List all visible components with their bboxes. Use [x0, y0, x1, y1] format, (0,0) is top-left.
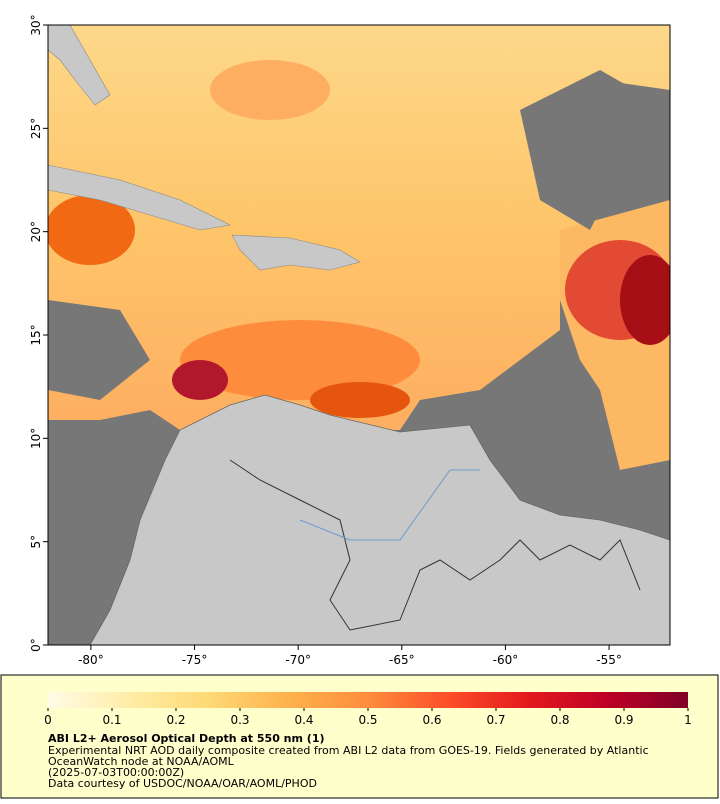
- colorbar-tick-label: 0.4: [294, 713, 313, 727]
- land: [89, 394, 670, 645]
- border: [229, 459, 641, 631]
- lon-tick-label: -65°: [389, 653, 415, 667]
- map: [48, 25, 670, 645]
- colorbar-ramp: [48, 692, 688, 708]
- lon-tick-label: -75°: [182, 653, 208, 667]
- description: OceanWatch node at NOAA/AOML: [48, 755, 235, 768]
- lat-tick-label: 5°: [29, 535, 43, 549]
- lat-tick-label: 20°: [29, 221, 43, 242]
- colorbar-tick-label: 0.9: [614, 713, 633, 727]
- credit: Data courtesy of USDOC/NOAA/OAR/AOML/PHO…: [48, 777, 317, 790]
- lon-tick-label: -60°: [493, 653, 519, 667]
- aerosol-plume: [180, 320, 420, 400]
- river: [299, 469, 480, 541]
- lon-tick-label: -55°: [596, 653, 622, 667]
- lat-tick-label: 25°: [29, 118, 43, 139]
- lat-tick-label: 0°: [29, 638, 43, 652]
- title: ABI L2+ Aerosol Optical Depth at 550 nm …: [48, 732, 325, 745]
- land: [48, 25, 111, 106]
- lon-tick-label: -80°: [78, 653, 104, 667]
- lat-tick-label: 15°: [29, 324, 43, 345]
- no-data: [48, 300, 150, 400]
- colorbar-tick-label: 0.6: [422, 713, 441, 727]
- aerosol-plume: [620, 255, 670, 345]
- land: [231, 234, 361, 271]
- colorbar-tick-label: 0.1: [102, 713, 121, 727]
- lat-tick-label: 30°: [29, 14, 43, 35]
- colorbar: 0 0.1 0.2 0.3 0.4 0.5 0.6 0.7 0.8 0.9 1: [44, 692, 692, 727]
- no-data: [520, 70, 670, 230]
- colorbar-tick-label: 0.3: [230, 713, 249, 727]
- timestamp: (2025-07-03T00:00:00Z): [48, 766, 184, 779]
- aerosol-plume: [210, 60, 330, 120]
- aerosol-plume: [310, 382, 410, 418]
- colorbar-tick-label: 0.2: [166, 713, 185, 727]
- colorbar-tick-label: 0.7: [486, 713, 505, 727]
- lat-tick-label: 10°: [29, 428, 43, 449]
- aerosol-field: [48, 25, 670, 430]
- colorbar-tick-label: 0: [44, 713, 52, 727]
- colorbar-tick-label: 0.5: [358, 713, 377, 727]
- aerosol-plume: [172, 360, 228, 400]
- colorbar-tick-label: 1: [684, 713, 692, 727]
- aerosol-plume: [48, 195, 135, 265]
- lon-tick-label: -70°: [285, 653, 311, 667]
- colorbar-tick-label: 0.8: [550, 713, 569, 727]
- land: [48, 164, 231, 231]
- description: Experimental NRT AOD daily composite cre…: [48, 744, 649, 757]
